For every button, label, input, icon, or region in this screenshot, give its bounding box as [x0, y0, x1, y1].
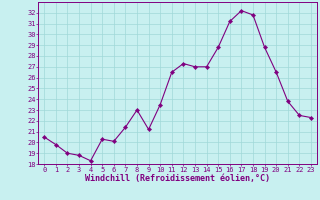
X-axis label: Windchill (Refroidissement éolien,°C): Windchill (Refroidissement éolien,°C) — [85, 174, 270, 183]
